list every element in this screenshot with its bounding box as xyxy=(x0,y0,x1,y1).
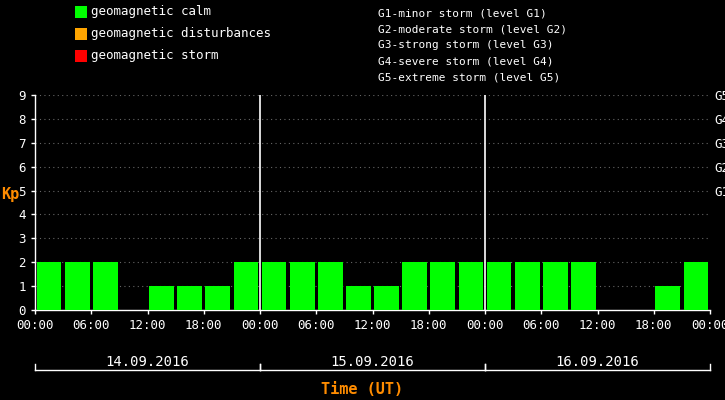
Bar xyxy=(571,262,596,310)
Text: G4-severe storm (level G4): G4-severe storm (level G4) xyxy=(378,56,553,66)
Text: 16.09.2016: 16.09.2016 xyxy=(555,355,639,369)
Y-axis label: Kp: Kp xyxy=(1,188,20,202)
Bar xyxy=(93,262,117,310)
Bar xyxy=(431,262,455,310)
Bar xyxy=(178,286,202,310)
Text: geomagnetic calm: geomagnetic calm xyxy=(91,6,211,18)
Bar xyxy=(515,262,539,310)
Bar xyxy=(65,262,90,310)
Bar xyxy=(318,262,343,310)
Text: geomagnetic disturbances: geomagnetic disturbances xyxy=(91,28,271,40)
Text: Time (UT): Time (UT) xyxy=(321,382,404,398)
Text: G2-moderate storm (level G2): G2-moderate storm (level G2) xyxy=(378,24,567,34)
Text: G5-extreme storm (level G5): G5-extreme storm (level G5) xyxy=(378,72,560,82)
Bar xyxy=(290,262,315,310)
Bar xyxy=(402,262,427,310)
Bar xyxy=(458,262,484,310)
Bar xyxy=(262,262,286,310)
Bar xyxy=(37,262,62,310)
Bar xyxy=(655,286,680,310)
Bar xyxy=(684,262,708,310)
Bar xyxy=(374,286,399,310)
Bar xyxy=(486,262,511,310)
Text: 15.09.2016: 15.09.2016 xyxy=(331,355,415,369)
Text: 14.09.2016: 14.09.2016 xyxy=(106,355,189,369)
Bar xyxy=(205,286,230,310)
Text: G1-minor storm (level G1): G1-minor storm (level G1) xyxy=(378,8,547,18)
Bar xyxy=(346,286,370,310)
Bar xyxy=(543,262,568,310)
Text: geomagnetic storm: geomagnetic storm xyxy=(91,50,218,62)
Bar xyxy=(233,262,258,310)
Bar xyxy=(149,286,174,310)
Text: G3-strong storm (level G3): G3-strong storm (level G3) xyxy=(378,40,553,50)
